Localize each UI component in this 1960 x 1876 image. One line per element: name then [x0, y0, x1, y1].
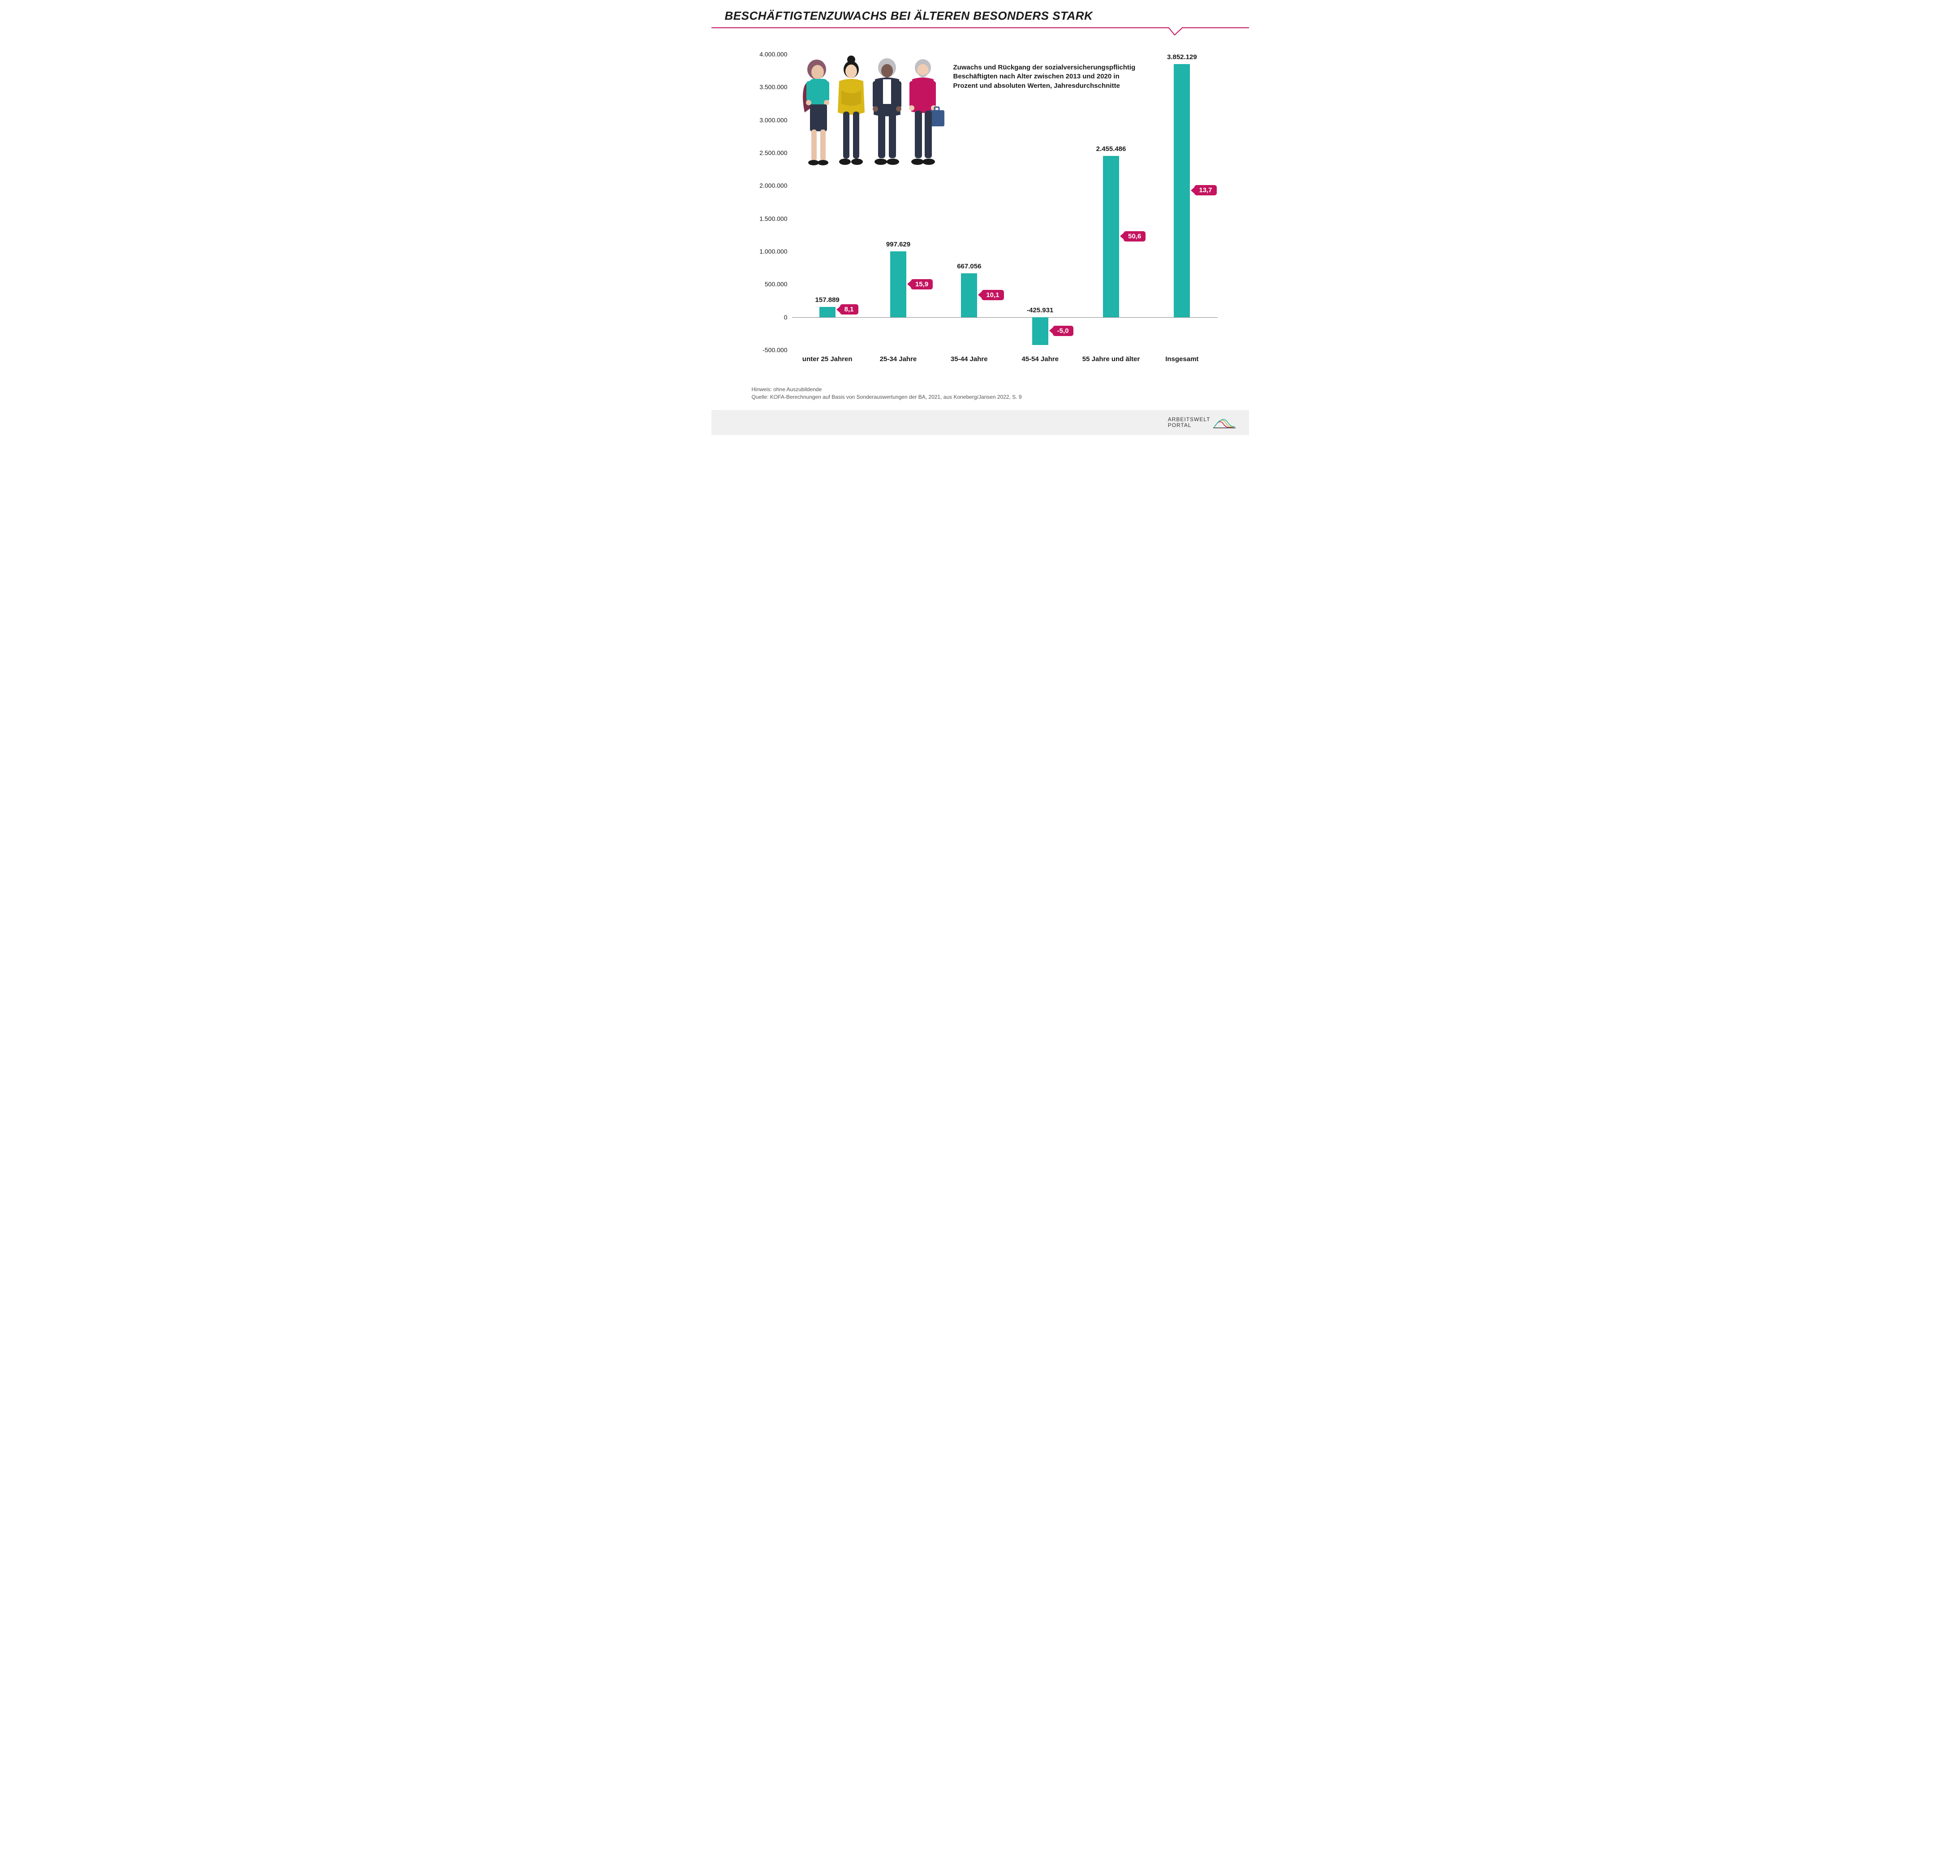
bar — [1174, 64, 1190, 317]
percent-badge: 8,1 — [840, 304, 858, 315]
percent-badge: 50,6 — [1124, 231, 1146, 242]
y y-axis-tick: 1.000.000 — [752, 248, 788, 255]
bar-chart: -500.000 0 500.000 1.000.000 1.500.000 2.000.… — [752, 54, 1222, 377]
x-axis-label: Insgesamt — [1150, 355, 1213, 363]
x-axis-label: 35-44 Jahre — [938, 355, 1000, 363]
bar-value-label: -425.931 — [1027, 306, 1053, 314]
speech-notch-icon — [1168, 27, 1186, 36]
y y-axis-tick: 4.000.000 — [752, 51, 788, 58]
brand-logo-icon — [1213, 416, 1236, 429]
bar — [819, 307, 836, 317]
bar — [890, 251, 906, 317]
bar-value-label: 667.056 — [957, 263, 981, 270]
y y-axis-tick: -500.000 — [752, 346, 788, 354]
percent-badge: 13,7 — [1194, 185, 1216, 195]
bar-value-label: 997.629 — [886, 241, 910, 248]
x-axis-label: 55 Jahre und älter — [1080, 355, 1142, 363]
percent-badge: 10,1 — [982, 290, 1004, 300]
y y-axis-tick: 2.500.000 — [752, 149, 788, 156]
brand: ARBEITSWELT PORTAL — [1168, 416, 1236, 429]
footnote-hint: Hinweis: ohne Auszubildende — [752, 386, 1222, 393]
bar-value-label: 157.889 — [815, 296, 840, 304]
y y-axis-tick: 3.000.000 — [752, 116, 788, 124]
bar-value-label: 3.852.129 — [1167, 53, 1197, 61]
x-axis-label: 45-54 Jahre — [1009, 355, 1072, 363]
percent-badge: -5,0 — [1053, 326, 1073, 336]
y y-axis-tick: 1.500.000 — [752, 215, 788, 222]
x-axis-label: unter 25 Jahren — [796, 355, 859, 363]
footnote-source: Quelle: KOFA-Berechnungen auf Basis von … — [752, 393, 1222, 401]
bar — [961, 273, 977, 317]
footer: ARBEITSWELT PORTAL — [711, 410, 1249, 435]
bar — [1103, 156, 1119, 317]
y y-axis-tick: 0 — [752, 314, 788, 321]
y y-axis-tick: 500.000 — [752, 280, 788, 288]
zero-axis-line — [792, 317, 1218, 318]
bar-value-label: 2.455.486 — [1096, 145, 1126, 153]
bar — [1032, 317, 1048, 345]
footnotes: Hinweis: ohne Auszubildende Quelle: KOFA… — [711, 381, 1249, 410]
x-axis-label: 25-34 Jahre — [867, 355, 930, 363]
y y-axis-tick: 3.500.000 — [752, 83, 788, 91]
header: BESCHÄFTIGTENZUWACHS BEI ÄLTEREN BESONDE… — [711, 0, 1249, 27]
brand-text: ARBEITSWELT PORTAL — [1168, 417, 1210, 428]
page-title: BESCHÄFTIGTENZUWACHS BEI ÄLTEREN BESONDE… — [725, 9, 1236, 23]
percent-badge: 15,9 — [911, 279, 933, 289]
content-area: Zuwachs und Rückgang der sozialversicher… — [711, 41, 1249, 381]
title-rule — [711, 27, 1249, 36]
y y-axis-tick: 2.000.000 — [752, 182, 788, 189]
